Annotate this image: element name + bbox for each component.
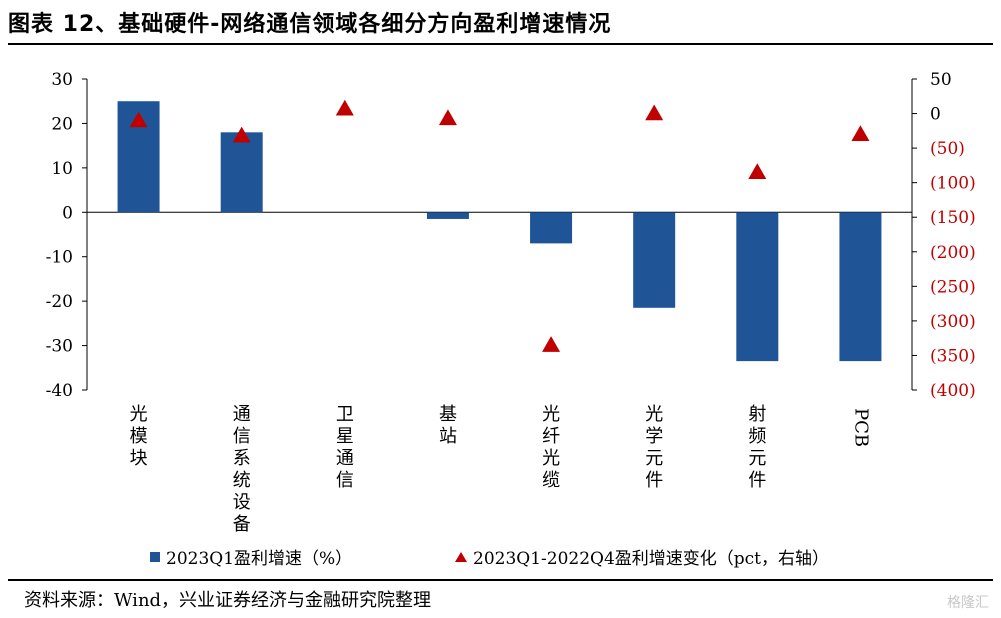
bar [426, 212, 469, 219]
right-tick-label: (300) [930, 312, 976, 332]
legend: 2023Q1盈利增速（%） 2023Q1-2022Q4盈利增速变化（pct，右轴… [0, 544, 1001, 569]
triangle-marker [335, 99, 354, 116]
right-tick-label: 50 [930, 70, 952, 90]
right-tick-label: 0 [930, 105, 941, 125]
category-label: 基站 [439, 404, 457, 447]
legend-bar-label: 2023Q1盈利增速（%） [166, 549, 353, 569]
left-tick-label: 20 [51, 114, 73, 134]
category-label: PCB [850, 408, 871, 447]
chart-canvas: 30 20 10 0 -10 -20 -30 -40 50 0 (50) (100) (150) (200… [46, 70, 976, 535]
source-note: 资料来源：Wind，兴业证券经济与金融研究院整理 [24, 590, 432, 611]
bar [220, 132, 263, 213]
triangle-marker [542, 336, 561, 352]
category-label: 光学元件 [645, 404, 663, 491]
legend-marker-label: 2023Q1-2022Q4盈利增速变化（pct，右轴） [473, 549, 830, 569]
bar [839, 212, 882, 362]
category-label: 卫星通信 [336, 404, 354, 491]
left-tick-label: 30 [51, 70, 73, 90]
category-label: 通信系统设备 [233, 404, 251, 535]
legend-item-marker: 2023Q1-2022Q4盈利增速变化（pct，右轴） [455, 544, 829, 569]
top-rule [8, 43, 993, 45]
left-tick-label: -40 [46, 381, 73, 401]
category-label: 光纤光缆 [542, 404, 560, 491]
legend-triangle-swatch [455, 551, 467, 562]
chart-title: 图表 12、基础硬件-网络通信领域各细分方向盈利增速情况 [8, 12, 612, 37]
bar [633, 212, 676, 308]
left-tick-label: -10 [46, 248, 73, 268]
left-tick-label: 10 [51, 159, 73, 179]
triangle-marker [851, 125, 870, 142]
right-tick-label: (250) [930, 277, 976, 297]
triangle-marker [748, 163, 767, 180]
right-tick-label: (400) [930, 381, 976, 401]
left-tick-label: -20 [46, 292, 73, 312]
category-label: 射频元件 [748, 404, 766, 491]
bar [736, 212, 779, 362]
triangle-marker [645, 104, 664, 121]
legend-bar-swatch [150, 551, 160, 562]
watermark: 格隆汇 [947, 595, 989, 611]
bottom-rule [8, 579, 993, 581]
right-tick-label: (50) [930, 139, 965, 159]
right-tick-label: (100) [930, 174, 976, 194]
triangle-marker [232, 126, 251, 143]
bar [530, 212, 573, 244]
left-tick-label: 0 [62, 203, 73, 223]
left-tick-label: -30 [46, 337, 73, 357]
right-tick-label: (200) [930, 243, 976, 263]
triangle-marker [438, 109, 457, 126]
legend-item-bar: 2023Q1盈利增速（%） [150, 544, 352, 569]
right-tick-label: (150) [930, 208, 976, 228]
right-tick-label: (350) [930, 346, 976, 366]
category-label: 光模块 [130, 404, 148, 469]
triangle-marker [129, 111, 148, 128]
